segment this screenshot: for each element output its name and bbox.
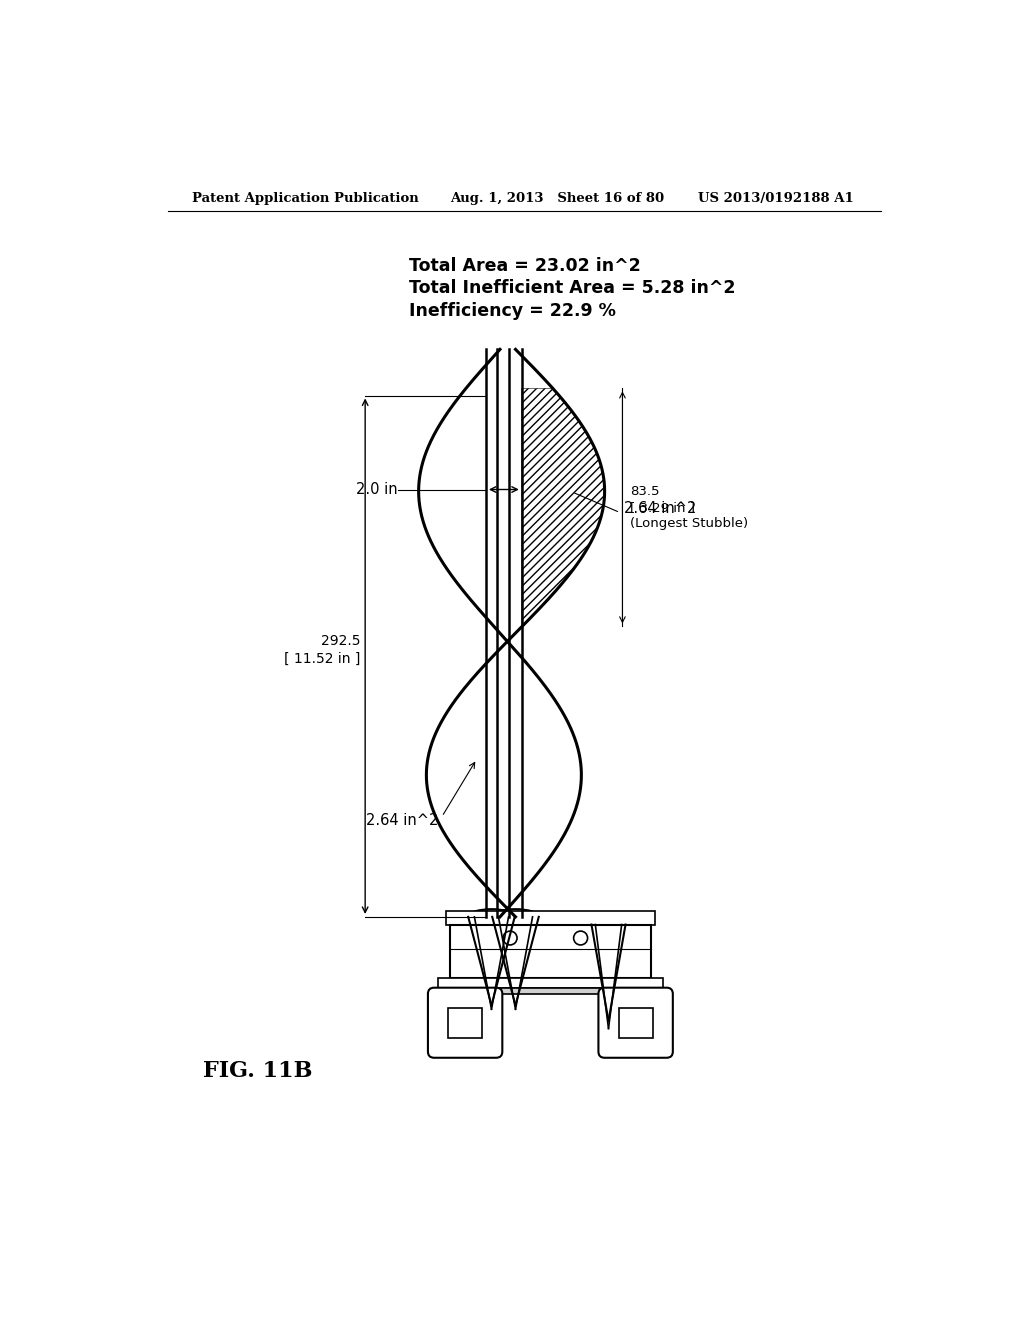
Text: 2.64 in^2: 2.64 in^2 — [366, 813, 438, 828]
Text: Total Area = 23.02 in^2: Total Area = 23.02 in^2 — [409, 257, 640, 275]
Text: 292.5
[ 11.52 in ]: 292.5 [ 11.52 in ] — [284, 634, 360, 667]
Text: US 2013/0192188 A1: US 2013/0192188 A1 — [697, 191, 853, 205]
Bar — [449, 1007, 482, 1038]
Text: FIG. 11B: FIG. 11B — [204, 1060, 313, 1082]
Bar — [618, 1007, 652, 1038]
Bar — [445, 911, 655, 924]
Text: Inefficiency = 22.9 %: Inefficiency = 22.9 % — [409, 302, 615, 319]
Bar — [438, 987, 663, 994]
Text: Patent Application Publication: Patent Application Publication — [191, 191, 418, 205]
Text: 2.0 in: 2.0 in — [356, 482, 397, 498]
Bar — [438, 978, 663, 987]
Text: 83.5
[ 3.29 in ]
(Longest Stubble): 83.5 [ 3.29 in ] (Longest Stubble) — [630, 484, 749, 529]
Text: Aug. 1, 2013   Sheet 16 of 80: Aug. 1, 2013 Sheet 16 of 80 — [450, 191, 664, 205]
Text: Total Inefficient Area = 5.28 in^2: Total Inefficient Area = 5.28 in^2 — [409, 280, 735, 297]
FancyBboxPatch shape — [428, 987, 503, 1057]
Text: 2.64 in^2: 2.64 in^2 — [624, 502, 696, 516]
Bar — [450, 924, 651, 978]
FancyBboxPatch shape — [598, 987, 673, 1057]
